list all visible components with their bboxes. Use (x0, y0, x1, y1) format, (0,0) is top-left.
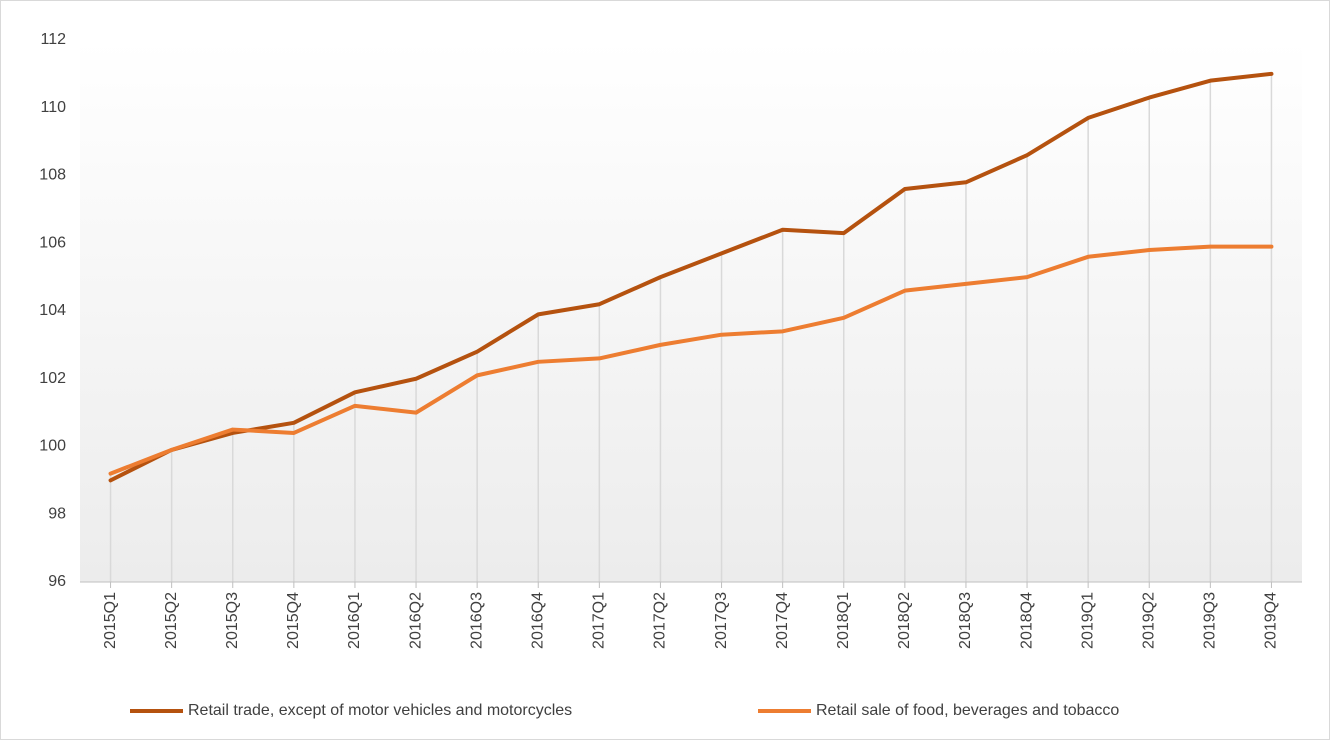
y-tick-label: 112 (40, 31, 66, 48)
series-line (108, 244, 1274, 476)
x-tick-label: 2019Q3 (1202, 592, 1219, 649)
y-tick-label: 106 (39, 234, 66, 251)
y-tick-label: 96 (48, 573, 66, 590)
legend-label: Retail sale of food, beverages and tobac… (816, 702, 1119, 719)
y-tick-label: 100 (39, 438, 66, 455)
x-tick-label: 2016Q3 (468, 592, 485, 649)
x-tick-label: 2018Q2 (896, 592, 913, 649)
series-line (108, 71, 1274, 483)
y-tick-label: 102 (39, 370, 66, 387)
x-tick-label: 2015Q1 (102, 592, 119, 649)
y-tick-label: 110 (40, 99, 66, 116)
y-tick-label: 98 (48, 505, 66, 522)
x-tick-label: 2018Q4 (1018, 592, 1035, 649)
x-tick-label: 2018Q1 (835, 592, 852, 649)
x-tick-label: 2015Q3 (224, 592, 241, 649)
x-tick-label: 2017Q3 (713, 592, 730, 649)
x-tick-label: 2015Q2 (163, 592, 180, 649)
x-tick-label: 2019Q2 (1140, 592, 1157, 649)
x-tick-label: 2016Q4 (529, 592, 546, 649)
y-tick-label: 104 (39, 302, 66, 319)
x-tick-label: 2019Q1 (1079, 592, 1096, 649)
x-tick-label: 2017Q1 (591, 592, 608, 649)
x-tick-label: 2017Q4 (774, 592, 791, 649)
plot-area (80, 40, 1302, 582)
x-tick-label: 2017Q2 (652, 592, 669, 649)
x-tick-label: 2015Q4 (285, 592, 302, 649)
y-tick-label: 108 (39, 167, 66, 184)
legend-label: Retail trade, except of motor vehicles a… (188, 702, 572, 719)
x-tick-label: 2019Q4 (1263, 592, 1280, 649)
x-tick-label: 2016Q2 (407, 592, 424, 649)
x-tick-label: 2016Q1 (346, 592, 363, 649)
x-tick-label: 2018Q3 (957, 592, 974, 649)
